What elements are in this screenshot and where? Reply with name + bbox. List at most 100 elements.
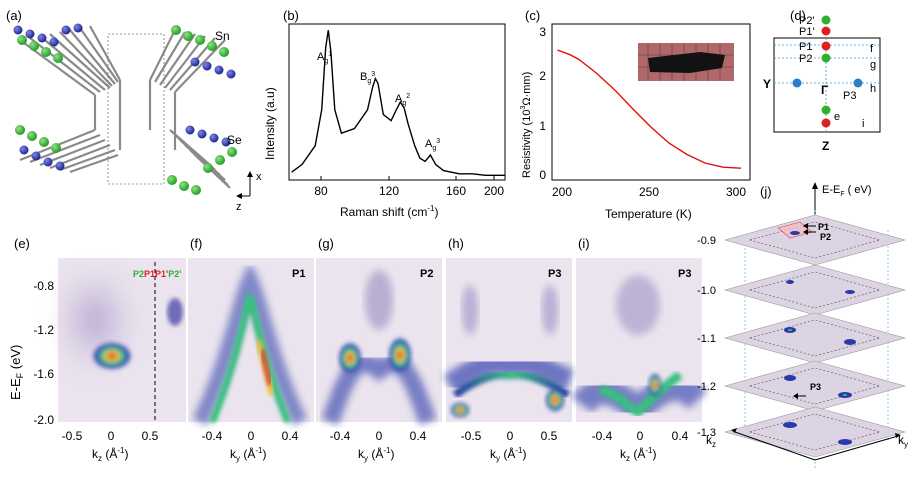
arpes-h-band bbox=[452, 370, 571, 399]
res-ytick: 2 bbox=[539, 69, 546, 83]
arpes-g-left-pocket bbox=[338, 342, 362, 374]
panel-i: (i) P3 -0.4 0 0.4 kz (Å-1) bbox=[571, 236, 708, 463]
se-atoms bbox=[13, 23, 236, 171]
i-xtick: 0.4 bbox=[672, 429, 689, 443]
j-energy-label: -1.3 bbox=[697, 427, 716, 439]
j-ky-label: ky bbox=[898, 433, 908, 449]
res-xtick: 200 bbox=[552, 185, 572, 199]
j-kz-label: kz bbox=[706, 433, 716, 449]
j-slice: -1.1 bbox=[697, 312, 907, 364]
i-xtick: -0.4 bbox=[592, 429, 613, 443]
arpes-f-xticks: -0.4 0 0.4 bbox=[202, 429, 299, 443]
label-g: g bbox=[870, 59, 876, 71]
e-xtick: 0.5 bbox=[142, 429, 159, 443]
e-xtick: 0 bbox=[108, 429, 115, 443]
panel-c: (c) Resistivity (103Ω·mm) 0 1 2 3 200 25… bbox=[520, 8, 751, 221]
j-slice: -1.2 bbox=[697, 360, 907, 412]
j-slice: -1.3 bbox=[697, 406, 907, 458]
arpes-f-tag: P1 bbox=[292, 268, 305, 280]
panel-a: (a) bbox=[6, 8, 262, 213]
arpes-h-tag: P3 bbox=[548, 268, 561, 280]
sn-atoms bbox=[15, 25, 237, 195]
panel-c-label: (c) bbox=[525, 8, 540, 23]
h-xtick: 0.5 bbox=[541, 429, 558, 443]
j-slices: -0.9 -1.0 -1.1 bbox=[697, 214, 907, 458]
panel-i-label: (i) bbox=[578, 236, 590, 251]
raman-spectrum-line bbox=[291, 30, 505, 176]
i-xtick: 0 bbox=[637, 429, 644, 443]
arpes-i-xticks: -0.4 0 0.4 bbox=[592, 429, 689, 443]
raman-ylabel: Intensity (a.u) bbox=[263, 87, 277, 160]
res-ytick: 3 bbox=[539, 25, 546, 39]
raman-tick: 160 bbox=[446, 184, 466, 198]
panel-f: (f) P1 -0.4 0 0.4 ky (Å-1) bbox=[188, 236, 314, 463]
resistivity-frame bbox=[551, 23, 751, 181]
j-energy-label: -1.1 bbox=[697, 333, 716, 345]
label-Y: Y bbox=[763, 77, 771, 91]
label-p1: P1 bbox=[799, 41, 812, 53]
arpes-e-pocket bbox=[92, 342, 132, 370]
label-p2prime: P2' bbox=[799, 15, 815, 27]
arpes-g-right-pocket bbox=[388, 337, 412, 373]
j-slice: -0.9 bbox=[697, 214, 907, 266]
label-Z: Z bbox=[822, 139, 829, 153]
resistivity-yticks: 0 1 2 3 bbox=[539, 25, 546, 182]
label-e: e bbox=[834, 111, 840, 123]
arpes-h-xticks: -0.5 0 0.5 bbox=[461, 429, 558, 443]
label-i: i bbox=[862, 118, 864, 130]
h-xtick: 0 bbox=[507, 429, 514, 443]
g-xtick: 0.4 bbox=[410, 429, 427, 443]
res-ytick: 1 bbox=[539, 119, 546, 133]
unit-cell bbox=[107, 33, 165, 185]
e-ytick: -1.6 bbox=[33, 367, 54, 381]
f-xtick: -0.4 bbox=[202, 429, 223, 443]
point-p2prime bbox=[821, 15, 831, 25]
label-p2: P2 bbox=[799, 53, 812, 65]
panel-f-label: (f) bbox=[190, 236, 202, 251]
resistivity-xticks: 200 250 300 bbox=[552, 185, 746, 199]
j-energy-label: -1.2 bbox=[697, 381, 716, 393]
e-mark-p2: P2P1P1'P2' bbox=[133, 269, 181, 279]
label-f: f bbox=[870, 43, 874, 55]
raman-tick: 120 bbox=[379, 184, 399, 198]
label-p3: P3 bbox=[843, 90, 856, 102]
point-p1 bbox=[821, 41, 831, 51]
label-p1prime: P1' bbox=[799, 26, 815, 38]
h-xtick: -0.5 bbox=[461, 429, 482, 443]
panel-h: (h) P3 -0.5 0 0.5 ky (Å-1) bbox=[443, 236, 575, 463]
res-xtick: 300 bbox=[726, 185, 746, 199]
resistivity-xlabel: Temperature (K) bbox=[605, 207, 692, 221]
point-p3 bbox=[853, 78, 863, 88]
arpes-h-xlabel: ky (Å-1) bbox=[490, 446, 526, 463]
arpes-f-band bbox=[208, 294, 292, 424]
raman-xticks: 80 120 160 200 bbox=[314, 176, 504, 198]
arpes-g-xticks: -0.4 0 0.4 bbox=[330, 429, 427, 443]
arpes-f-xlabel: ky (Å-1) bbox=[230, 446, 266, 463]
x-axis-label: x bbox=[256, 171, 262, 183]
g-xtick: 0 bbox=[376, 429, 383, 443]
panel-h-label: (h) bbox=[448, 236, 464, 251]
panel-b: (b) Intensity (a.u) 80 120 160 200 Raman… bbox=[263, 8, 506, 219]
panel-e: (e) P2P1P1'P2' E-EF (eV) -0.8 -1.2 -1.6 … bbox=[8, 236, 186, 463]
j-mark-p2: P2 bbox=[820, 232, 831, 242]
raman-xlabel: Raman shift (cm-1) bbox=[340, 204, 438, 219]
f-xtick: 0.4 bbox=[282, 429, 299, 443]
panel-e-label: (e) bbox=[14, 236, 30, 251]
arpes-e-xticks: -0.5 0 0.5 bbox=[62, 429, 159, 443]
point-p2 bbox=[821, 53, 831, 63]
arpes-g-tag: P2 bbox=[420, 268, 433, 280]
point-e-red bbox=[821, 118, 831, 128]
panel-d: (d) P2' P1' P1 P2 P3 e f g h i Y Z Γ bbox=[763, 8, 881, 153]
j-energy-label: -1.0 bbox=[697, 285, 716, 297]
res-ytick: 0 bbox=[539, 168, 546, 182]
panel-g: (g) P2 -0.4 0 0.4 ky (Å-1) bbox=[316, 236, 442, 463]
se-label: Se bbox=[227, 133, 242, 147]
j-mark-p1: P1 bbox=[818, 222, 829, 232]
sample-photo bbox=[638, 43, 734, 81]
point-y-left bbox=[792, 78, 802, 88]
e-ytick: -2.0 bbox=[33, 413, 54, 427]
j-energy-label: -0.9 bbox=[697, 235, 716, 247]
panel-a-label: (a) bbox=[6, 8, 22, 23]
